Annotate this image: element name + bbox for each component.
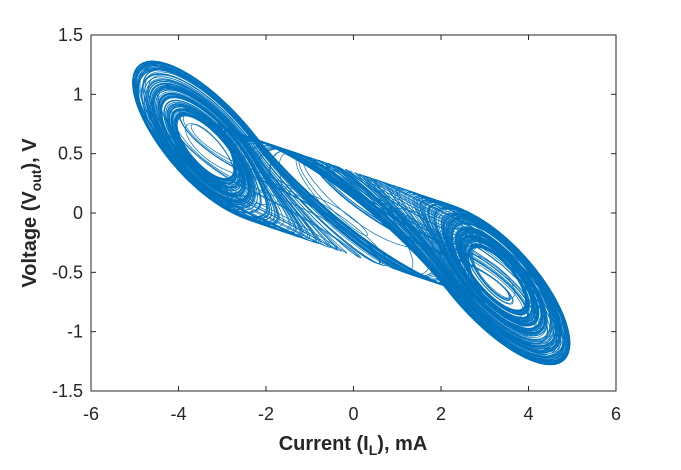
trajectory-segment (132, 60, 570, 366)
x-axis-label: Current (IL), mA (279, 433, 428, 458)
y-tick-label: -1.5 (52, 381, 83, 401)
y-tick-label: -0.5 (52, 262, 83, 282)
y-axis-ticks: -1.5 -1 -0.5 0 0.5 1 1.5 (52, 25, 616, 401)
y-axis-label: Voltage (Vout), V (19, 138, 44, 288)
x-tick-label: -4 (170, 404, 186, 424)
x-tick-label: -6 (83, 404, 99, 424)
y-tick-label: -1 (67, 322, 83, 342)
y-tick-label: 0 (73, 203, 83, 223)
trajectory-segment (133, 62, 571, 366)
trajectory-lines (132, 60, 571, 366)
y-tick-label: 1.5 (58, 25, 83, 45)
x-tick-label: -2 (258, 404, 274, 424)
y-tick-label: 1 (73, 84, 83, 104)
x-tick-label: 4 (523, 404, 533, 424)
x-axis-ticks: -6 -4 -2 0 2 4 6 (83, 35, 621, 424)
x-tick-label: 6 (611, 404, 621, 424)
y-tick-label: 0.5 (58, 144, 83, 164)
x-tick-label: 2 (436, 404, 446, 424)
x-tick-label: 0 (348, 404, 358, 424)
